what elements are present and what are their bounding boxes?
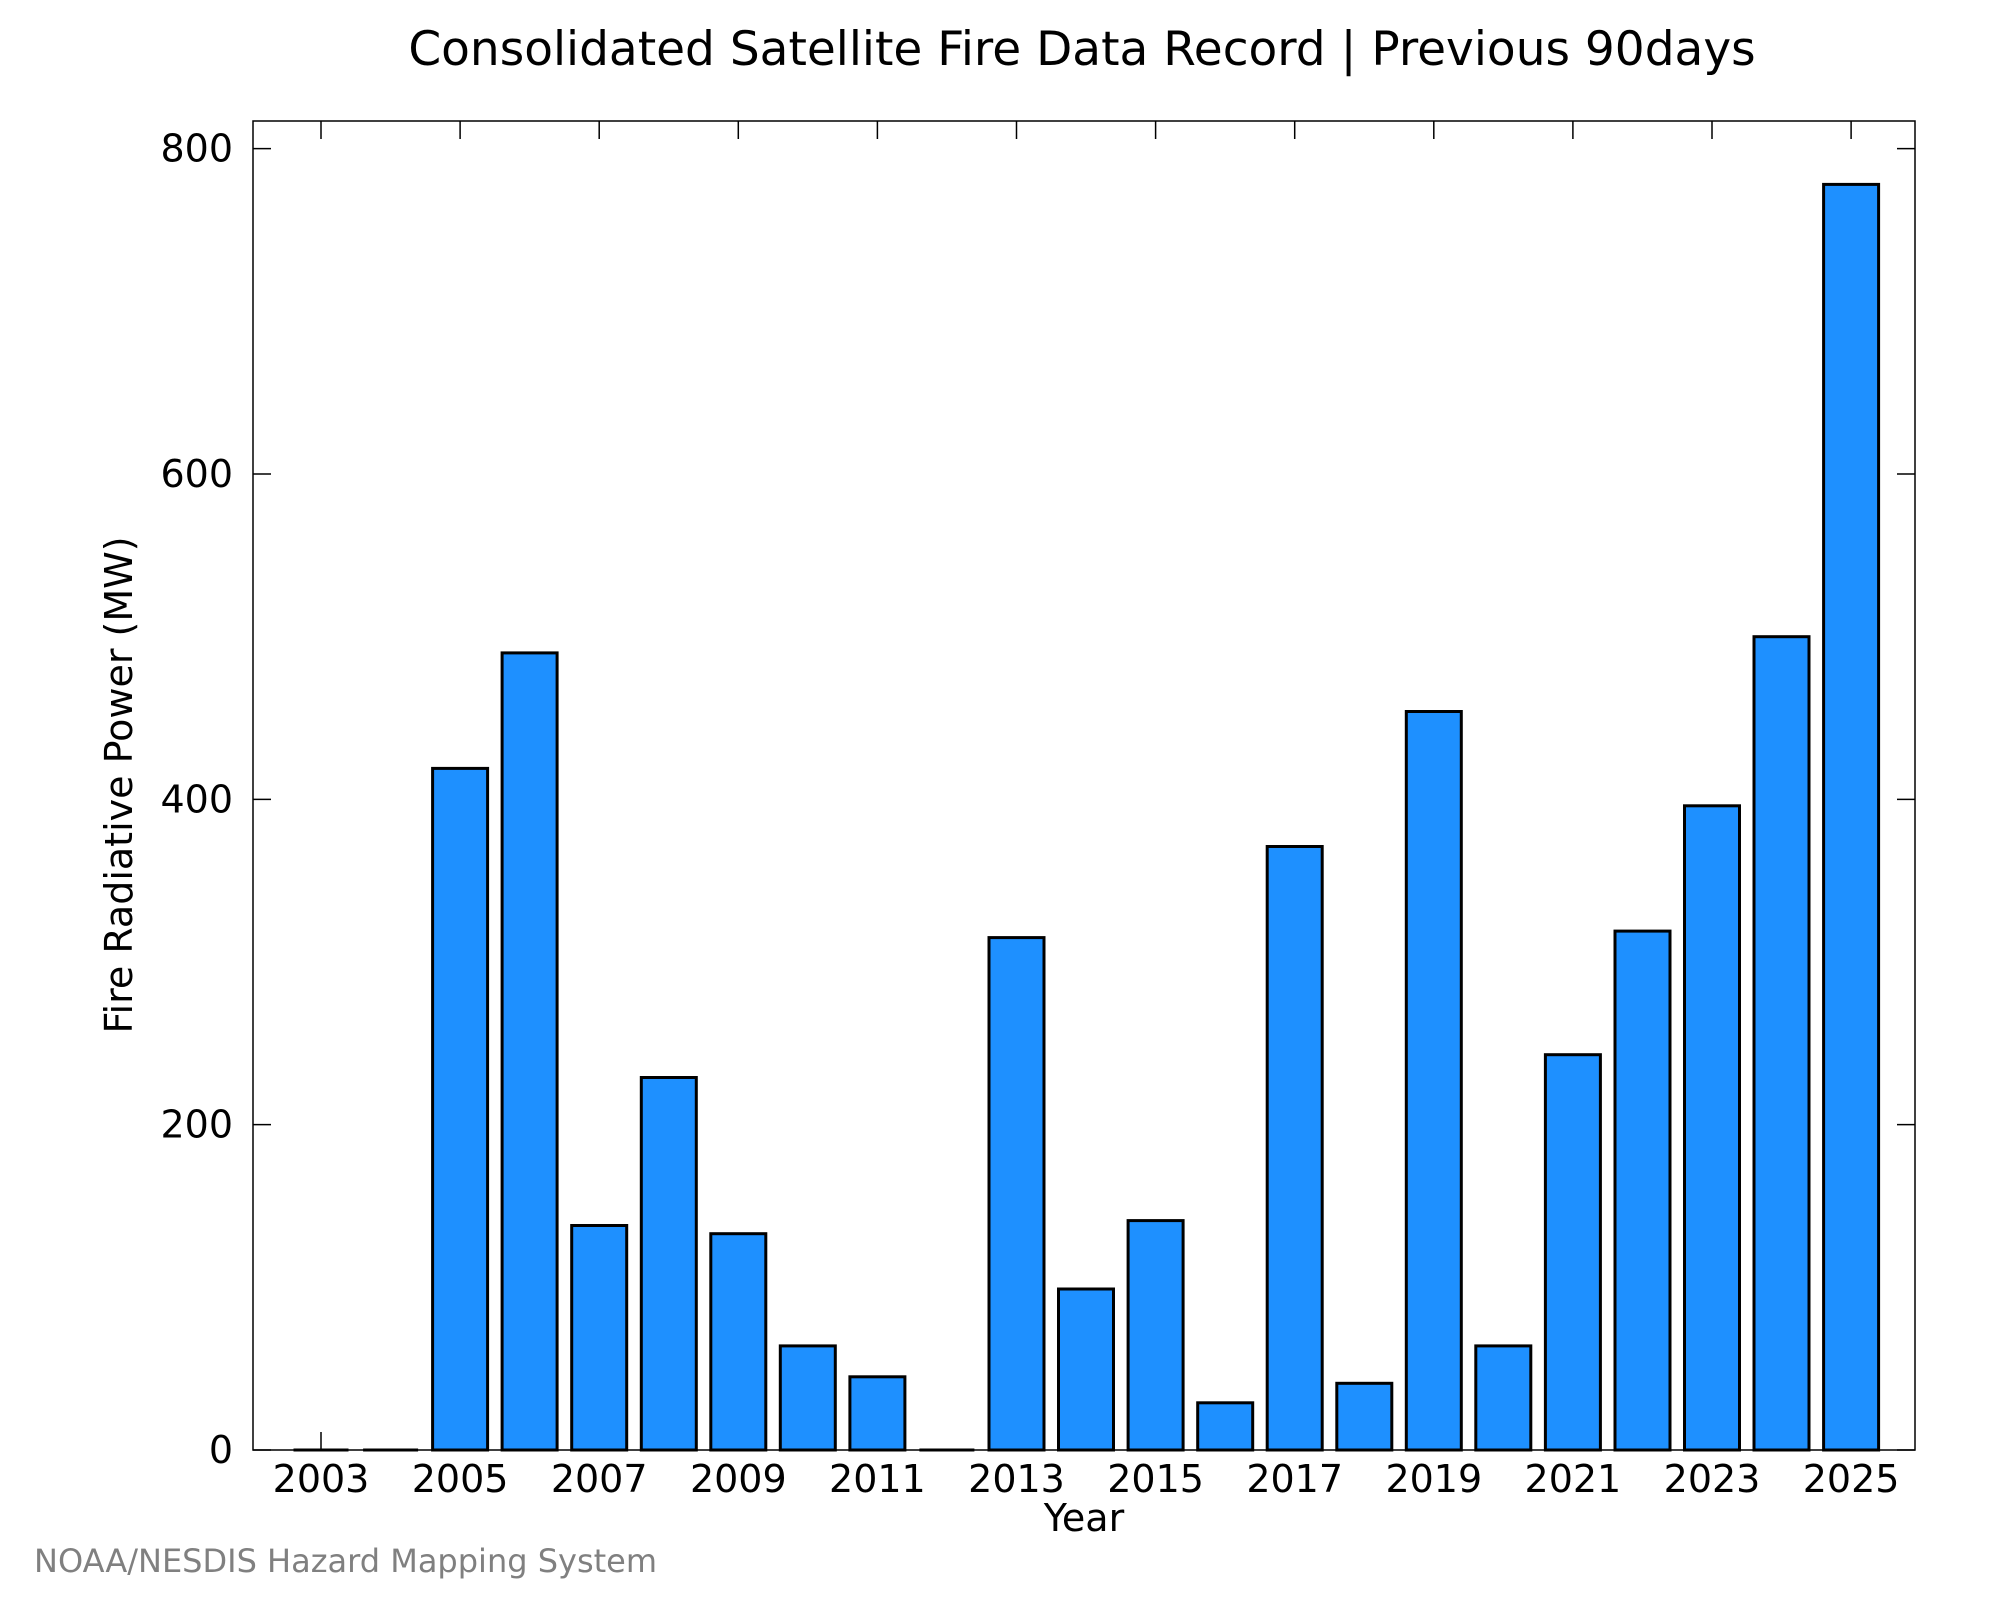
bar-2006: [500, 651, 559, 1452]
credit-text: NOAA/NESDIS Hazard Mapping System: [34, 1542, 657, 1580]
bar-2010: [778, 1344, 837, 1452]
bar-2025: [1822, 182, 1881, 1452]
x-tick-label: 2013: [968, 1457, 1065, 1501]
bar-2015: [1126, 1219, 1185, 1452]
bar-2007: [570, 1224, 629, 1452]
y-tick-label: 400: [160, 777, 233, 821]
x-tick-label: 2007: [551, 1457, 648, 1501]
y-tick-label: 600: [160, 452, 233, 496]
bar-2011: [848, 1375, 907, 1452]
x-tick-label: 2015: [1107, 1457, 1204, 1501]
x-tick-label: 2003: [273, 1457, 370, 1501]
y-tick-label: 800: [160, 127, 233, 171]
bar-2019: [1404, 710, 1463, 1452]
x-tick-label: 2009: [690, 1457, 787, 1501]
x-axis-ticks: 2003 2005 2007 2009 2011 2013 2015 2017 2019 2021…: [273, 121, 1900, 1501]
bar-2022: [1613, 929, 1672, 1452]
bar-2009: [709, 1232, 768, 1452]
x-tick-label: 2017: [1246, 1457, 1343, 1501]
bar-2017: [1265, 845, 1324, 1452]
y-axis-label: Fire Radiative Power (MW): [97, 536, 141, 1033]
x-tick-label: 2021: [1525, 1457, 1622, 1501]
bar-2023: [1683, 804, 1741, 1452]
y-axis-ticks: 0 200 400 600 800: [160, 127, 1915, 1472]
x-tick-label: 2023: [1664, 1457, 1761, 1501]
bar-2014: [1057, 1287, 1115, 1452]
y-tick-label: 0: [209, 1428, 233, 1472]
bar-2008: [639, 1076, 698, 1452]
bar-2021: [1543, 1053, 1602, 1452]
x-axis-label: Year: [1043, 1496, 1125, 1540]
bar-2016: [1196, 1401, 1255, 1452]
bar-2020: [1474, 1344, 1533, 1452]
bar-2013: [987, 936, 1046, 1452]
bar-2018: [1335, 1381, 1394, 1452]
x-tick-label: 2025: [1803, 1457, 1900, 1501]
bar-2024: [1752, 635, 1811, 1452]
x-tick-label: 2019: [1385, 1457, 1482, 1501]
x-tick-label: 2011: [829, 1457, 926, 1501]
bar-2005: [431, 766, 490, 1452]
chart-title: Consolidated Satellite Fire Data Record …: [408, 22, 1755, 77]
bars: [293, 182, 1881, 1452]
x-tick-label: 2005: [412, 1457, 509, 1501]
y-tick-label: 200: [160, 1103, 233, 1147]
